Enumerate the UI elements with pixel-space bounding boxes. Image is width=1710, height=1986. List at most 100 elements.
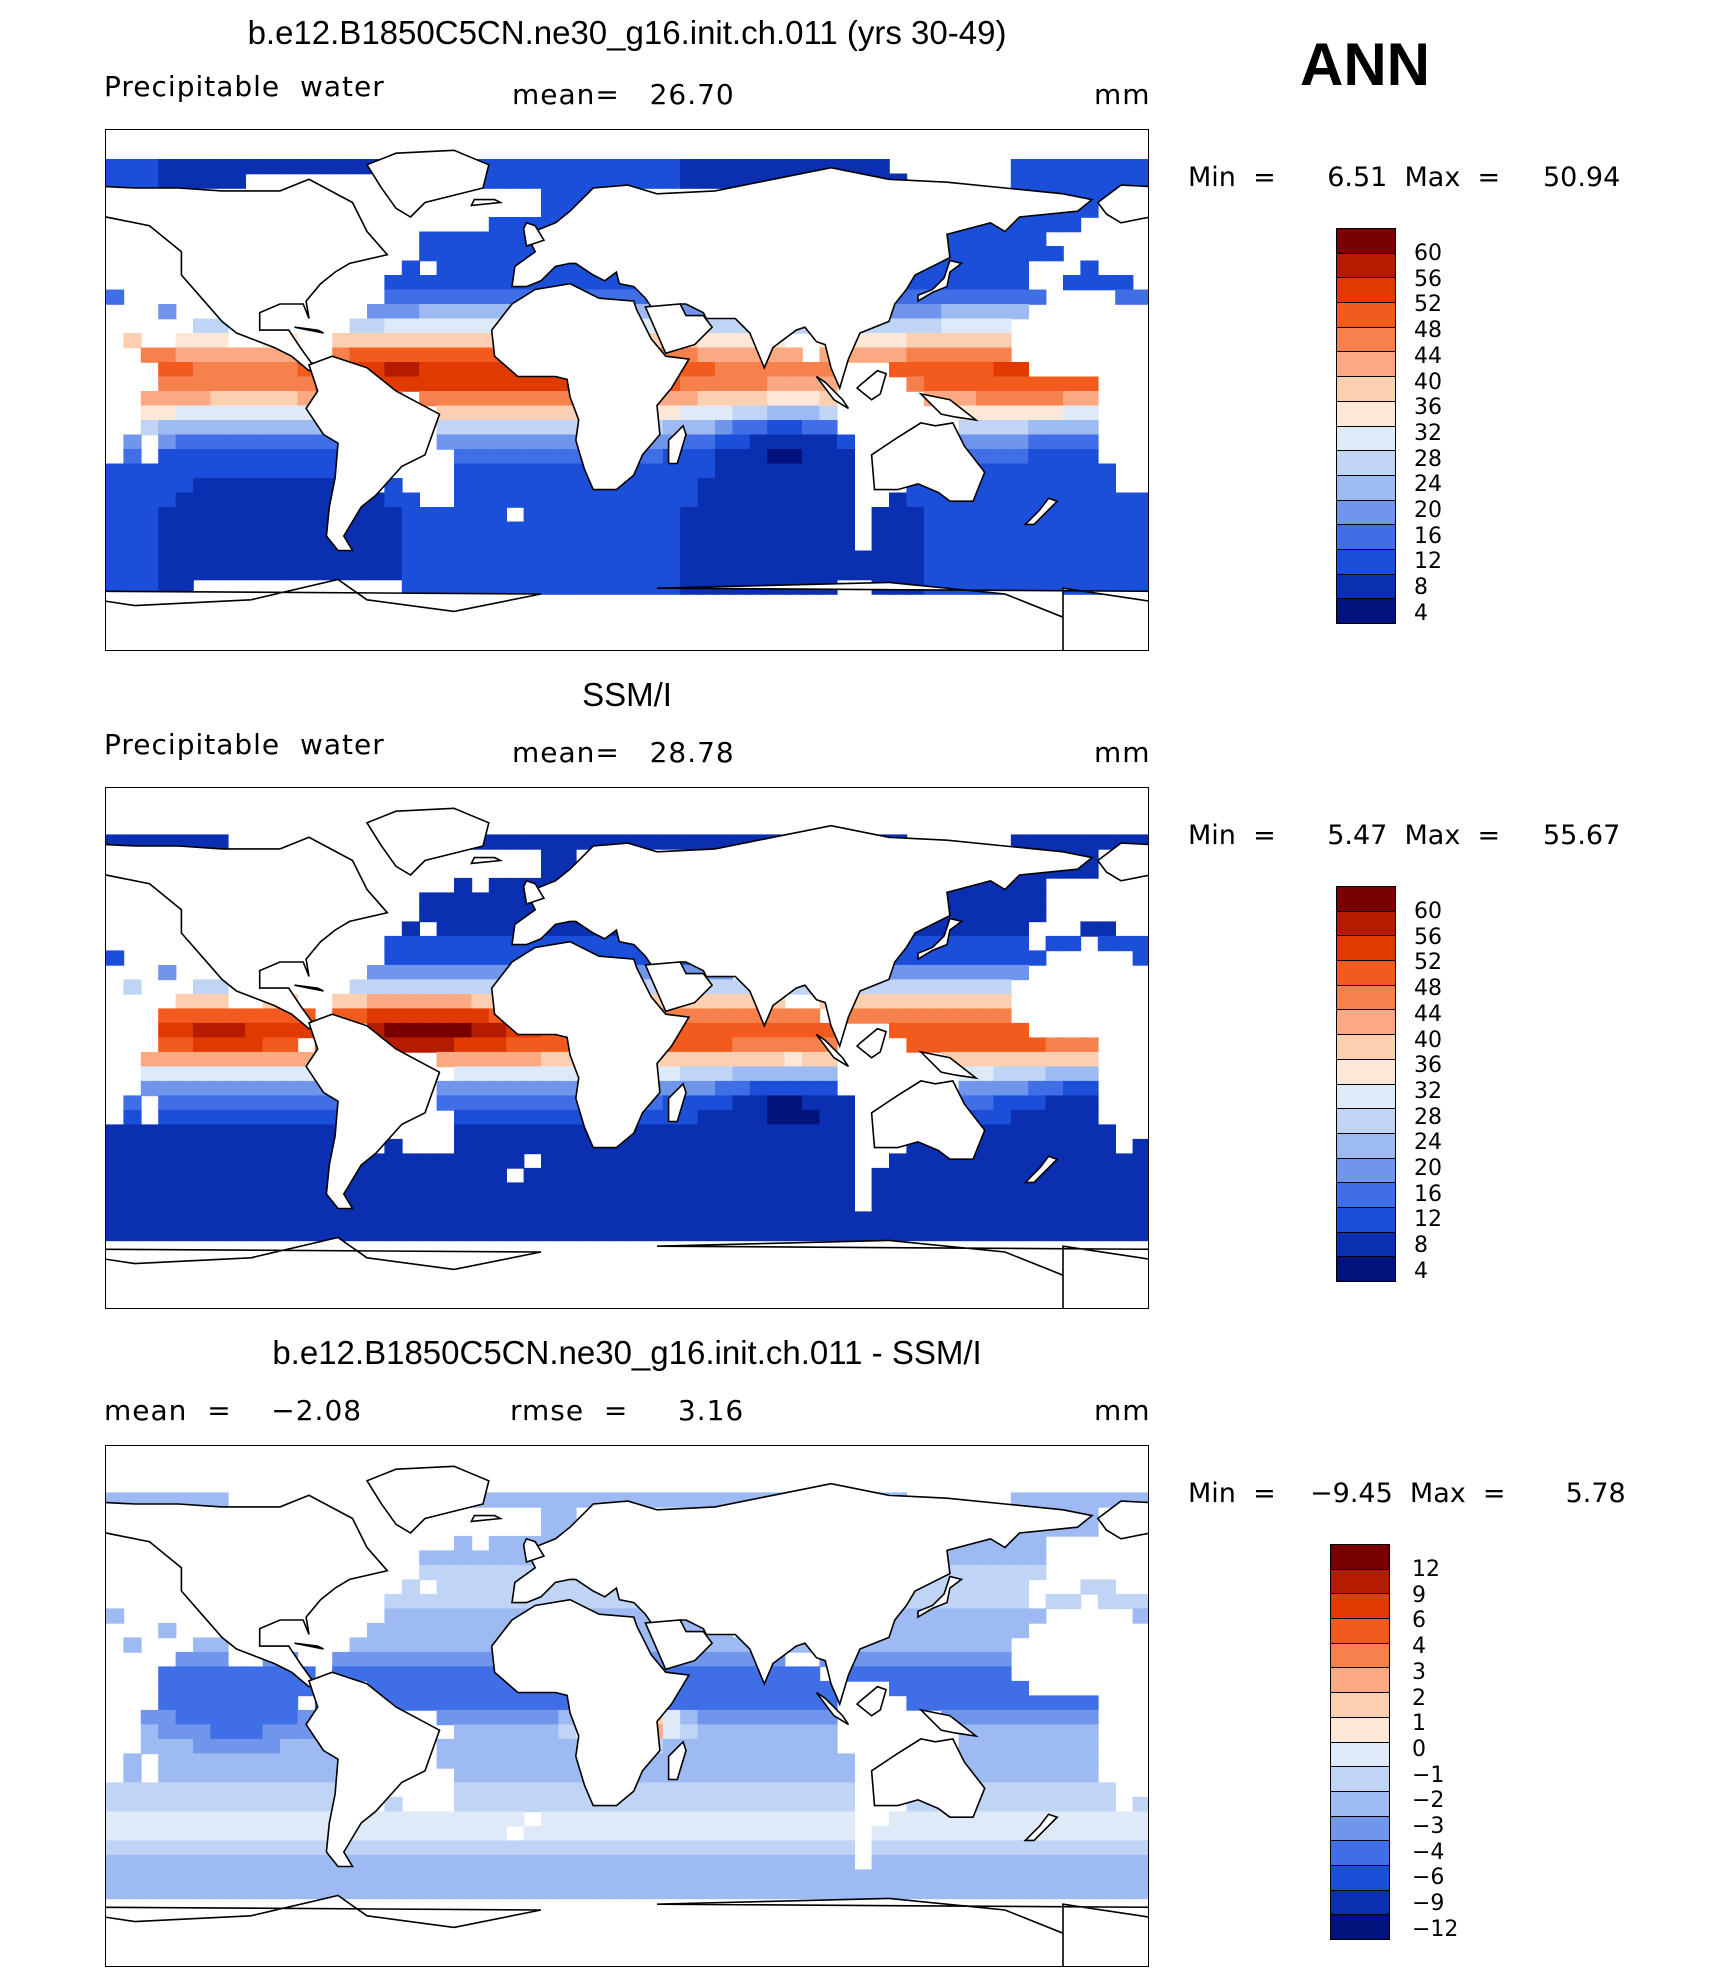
landmass: [490, 940, 691, 1149]
panel-1-variable: Precipitable water: [104, 70, 385, 103]
landmass: [917, 259, 964, 303]
colorbar-box: [1336, 450, 1396, 476]
colorbar-box: [1336, 252, 1396, 279]
panel-3-minmax: Min = −9.45 Max = 5.78: [1188, 1478, 1626, 1509]
landmass: [511, 166, 1094, 391]
colorbar-box: [1336, 910, 1396, 937]
colorbar-box: [1336, 548, 1396, 575]
colorbar-box: [1336, 302, 1396, 328]
colorbar-box: [1330, 1692, 1390, 1718]
colorbar-box: [1336, 573, 1396, 600]
landmass: [106, 1894, 542, 1929]
map-canvas: [106, 807, 1148, 1308]
colorbar-label: 4: [1414, 600, 1428, 626]
landmass: [305, 355, 441, 552]
colorbar-box: [1330, 1544, 1390, 1570]
landmass: [522, 221, 546, 248]
colorbar-box: [1336, 1034, 1396, 1060]
landmass: [815, 375, 850, 410]
colorbar-box: [1330, 1790, 1390, 1817]
panel-1-colorbar: [1336, 228, 1396, 624]
landmass: [522, 879, 546, 906]
landmass: [490, 1598, 691, 1807]
panel-3-map: [105, 1445, 1149, 1967]
landmass: [305, 1013, 441, 1210]
panel-2-minmax: Min = 5.47 Max = 55.67: [1188, 820, 1621, 851]
colorbar-box: [1330, 1889, 1390, 1916]
colorbar-label: 12: [1412, 1557, 1440, 1582]
colorbar-box: [1330, 1593, 1390, 1620]
landmass: [656, 1239, 1148, 1308]
colorbar-label: 16: [1414, 1181, 1442, 1207]
colorbar-box: [1336, 1083, 1396, 1110]
colorbar-box: [1336, 228, 1396, 254]
colorbar-box: [1336, 1058, 1396, 1085]
colorbar-box: [1336, 351, 1396, 378]
colorbar-label: 3: [1412, 1659, 1426, 1685]
landmass: [365, 807, 490, 877]
season-label: ANN: [1300, 31, 1430, 98]
landmass: [917, 917, 964, 961]
colorbar-label: 60: [1414, 241, 1442, 266]
landmass: [855, 1685, 888, 1717]
coastlines: [106, 1465, 1148, 1966]
panel-2-mean: mean= 28.78: [512, 736, 735, 769]
landmass: [644, 1619, 714, 1671]
colorbar-box: [1336, 400, 1396, 427]
colorbar-label: 4: [1412, 1634, 1426, 1660]
colorbar-label: 12: [1414, 1207, 1442, 1233]
colorbar-box: [1336, 1256, 1396, 1282]
colorbar-box: [1336, 1206, 1396, 1233]
landmass: [294, 326, 324, 334]
colorbar-box: [1336, 524, 1396, 550]
landmass: [522, 1537, 546, 1564]
colorbar-label: 44: [1414, 343, 1442, 369]
panel-2-colorbar: [1336, 886, 1396, 1282]
landmass: [667, 1740, 687, 1781]
colorbar-box: [1330, 1642, 1390, 1669]
colorbar-box: [1330, 1914, 1390, 1940]
colorbar-label: 24: [1414, 1130, 1442, 1156]
landmass: [106, 578, 542, 613]
colorbar-box: [1330, 1766, 1390, 1792]
landmass: [815, 1691, 850, 1726]
colorbar-label: 24: [1414, 472, 1442, 498]
landmass: [656, 581, 1148, 650]
colorbar-label: 40: [1414, 1027, 1442, 1053]
colorbar-label: 28: [1414, 1104, 1442, 1130]
landmass: [1023, 497, 1059, 526]
colorbar-label: 40: [1414, 369, 1442, 395]
landmass: [667, 1082, 687, 1123]
panel-1-title: b.e12.B1850C5CN.ne30_g16.init.ch.011 (yr…: [247, 14, 1007, 51]
landmass: [365, 149, 490, 219]
colorbar-label: −3: [1412, 1814, 1445, 1839]
colorbar-box: [1336, 326, 1396, 353]
colorbar-label: 56: [1414, 924, 1442, 950]
colorbar-label: 36: [1414, 395, 1442, 421]
landmass: [490, 282, 691, 491]
colorbar-label: 60: [1414, 899, 1442, 924]
landmass: [855, 369, 888, 401]
panel-2-variable: Precipitable water: [104, 728, 385, 761]
colorbar-box: [1330, 1864, 1390, 1891]
panel-1-units: mm: [1094, 78, 1151, 111]
landmass: [917, 1575, 964, 1619]
colorbar-label: 8: [1414, 1233, 1428, 1259]
colorbar-box: [1336, 1182, 1396, 1208]
colorbar-box: [1336, 1009, 1396, 1036]
map-canvas: [106, 149, 1148, 650]
colorbar-label: 8: [1414, 575, 1428, 601]
landmass: [870, 422, 986, 503]
colorbar-box: [1336, 1231, 1396, 1258]
colorbar-box: [1330, 1741, 1390, 1768]
colorbar-label: 52: [1414, 950, 1442, 976]
colorbar-box: [1330, 1667, 1390, 1694]
colorbar-box: [1336, 1157, 1396, 1184]
colorbar-label: 0: [1412, 1736, 1426, 1762]
map-canvas: [106, 1465, 1148, 1966]
colorbar-label: 28: [1414, 446, 1442, 472]
colorbar-label: 44: [1414, 1001, 1442, 1027]
landmass: [305, 1671, 441, 1868]
landmass: [106, 178, 389, 372]
colorbar-label: 56: [1414, 266, 1442, 292]
